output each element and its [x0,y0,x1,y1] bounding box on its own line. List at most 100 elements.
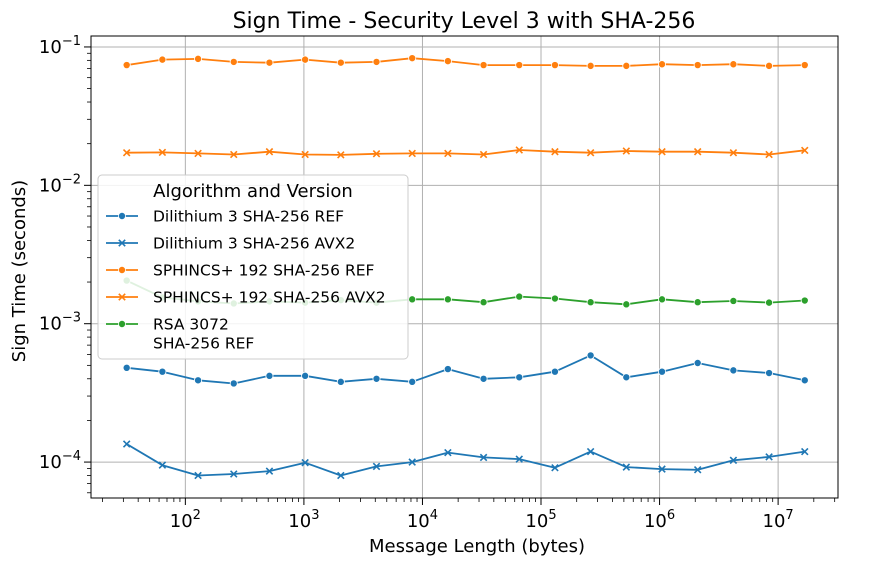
series-2-point [229,470,238,478]
legend-label: SPHINCS+ 192 SHA-256 REF [153,262,375,280]
series-5-point [622,300,631,309]
marker-stroke [158,148,167,157]
marker-stroke [372,150,381,158]
series-3-point [729,60,738,69]
marker-stroke [551,463,559,472]
legend-title: Algorithm and Version [153,181,353,202]
series-5-point [586,298,595,307]
x-tick-label: 106 [644,508,675,532]
marker-stroke [479,453,488,462]
series-3-point [765,61,774,70]
series-1-point [194,376,203,385]
series-1-point [586,351,595,360]
y-tick-label: 10−2 [39,172,81,196]
series-1-point [515,373,524,382]
marker-stroke [515,146,524,154]
series-4-point [122,148,131,157]
grid [91,36,838,498]
series-4-point [194,149,202,158]
x-tick-label: 103 [288,508,319,532]
legend-item: SPHINCS+ 192 SHA-256 AVX2 [106,289,386,307]
series-2-point [765,453,773,461]
series-3-point [301,55,310,64]
marker-stroke [658,465,666,473]
marker-stroke [444,149,452,158]
series-3 [122,54,809,70]
series-4-point [444,149,452,158]
series-5-point [515,292,524,301]
series-2-line [126,443,805,477]
series-2-point [551,463,559,472]
legend-item: Dilithium 3 SHA-256 REF [106,208,344,226]
series-4-point [158,148,167,157]
series-1-line [126,354,805,385]
marker-stroke [622,147,631,155]
marker-stroke [265,467,274,475]
legend-box [97,174,409,360]
marker-stroke [194,471,202,480]
x-tick-label: 105 [525,508,556,532]
series-5-point [729,296,738,305]
series-4-point [551,147,559,156]
series-3-point [550,61,559,70]
legend-marker [118,293,126,301]
series-1-point [372,374,381,383]
x-tick-label: 104 [407,508,438,532]
series-3-point [622,61,631,70]
series-1-point [336,377,345,386]
series-2-point [658,465,666,473]
series-4-point [693,147,702,156]
series-1-point [158,367,167,376]
series-4-point [229,150,238,159]
series-2-point [729,456,738,465]
marker-stroke [515,455,524,463]
series-3-point [229,57,238,66]
marker-stroke [372,462,381,471]
series-2-point [194,471,202,480]
series-3-point [479,61,488,70]
marker-stroke [337,151,345,159]
marker-stroke [337,471,345,480]
series-1-point [301,371,310,380]
series-1-point [229,379,238,388]
series-3-point [515,61,524,70]
y-tick-label: 10−1 [39,34,81,58]
marker-stroke [158,461,167,469]
series-5-point [443,295,452,304]
marker-stroke [229,150,238,159]
series-5-point [765,298,774,307]
marker-stroke [693,147,702,156]
series-2-point [515,455,524,463]
legend-label: Dilithium 3 SHA-256 REF [153,208,344,226]
series-4-point [515,146,524,154]
series-1-point [622,373,631,382]
series-4-point [372,150,381,158]
series-2-point [444,448,452,457]
x-tick-label: 107 [763,508,794,532]
series-5-point [800,296,809,305]
series-3-point [408,54,417,63]
series-2-point [301,458,309,467]
series-2-point [408,458,416,466]
series-4-point [729,148,738,157]
series-4-point [301,150,309,159]
marker-stroke [622,463,631,471]
series-1-point [265,371,274,380]
legend-label: RSA 3072 SHA-256 REF [153,316,254,353]
marker-stroke [658,147,666,156]
marker-stroke [729,456,738,465]
series-3-point [443,57,452,66]
y-tick-label: 10−4 [39,449,81,473]
legend-label: Dilithium 3 SHA-256 AVX2 [153,235,355,253]
series-3-point [658,60,667,69]
series-1-point [550,367,559,376]
series-3-point [586,61,595,70]
series-1-point [693,358,702,367]
axes: 102 103 104 105 106 107 10−4 10−3 10−2 10−1 [39,34,836,532]
series-4-point [586,148,595,157]
series-4-point [337,151,345,159]
marker-stroke [122,148,131,157]
series-2-point [158,461,167,469]
marker-stroke [444,448,452,457]
